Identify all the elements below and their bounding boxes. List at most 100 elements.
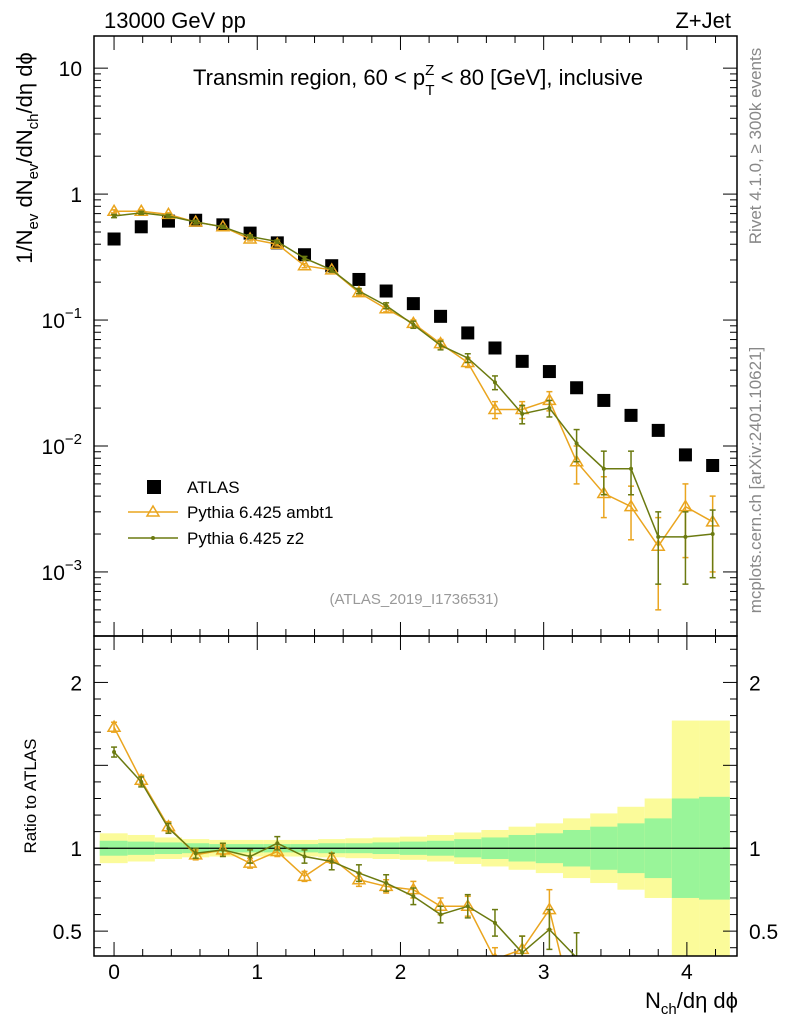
main-point-atlas (379, 284, 393, 298)
main-point-pythia-6-425-z2 (629, 466, 634, 471)
main-point-pythia-6-425-z2 (656, 534, 661, 539)
ratio-point-pythia-6-425-ambt1 (297, 868, 312, 882)
main-point-pythia-6-425-z2 (601, 466, 606, 471)
main-point-pythia-6-425-z2 (248, 234, 253, 239)
legend-ambt1-marker (145, 504, 161, 517)
ratio-point-pythia-6-425-z2 (547, 927, 552, 932)
main-point-atlas (542, 365, 556, 379)
ratio-y-tick-label-right: 1 (749, 838, 761, 861)
main-series-layer (106, 203, 720, 611)
main-point-atlas (134, 220, 148, 234)
main-point-pythia-6-425-ambt1 (487, 402, 503, 415)
ratio-x-tick-label: 0 (108, 961, 120, 984)
main-point-pythia-6-425-ambt1 (569, 454, 584, 467)
legend-z2-label: Pythia 6.425 z2 (187, 529, 304, 548)
ratio-point-pythia-6-425-z2 (193, 851, 198, 856)
ratio-uncertainty-bands (94, 720, 737, 956)
ratio-point-pythia-6-425-z2 (139, 779, 144, 784)
main-point-atlas (461, 326, 475, 340)
ratio-point-pythia-6-425-z2 (275, 841, 280, 846)
main-axis-ticks: 10 1 10−1 10−2 10−3 (42, 36, 737, 636)
main-point-atlas (570, 381, 584, 395)
main-point-pythia-6-425-z2 (139, 210, 144, 215)
ratio-point-pythia-6-425-z2 (411, 894, 416, 899)
main-point-pythia-6-425-z2 (492, 380, 497, 385)
main-point-atlas (706, 459, 720, 473)
mcplots-label: mcplots.cern.ch [arXiv:2401.10621] (746, 347, 765, 613)
ratio-point-pythia-6-425-ambt1 (242, 855, 258, 868)
main-point-pythia-6-425-z2 (438, 343, 443, 348)
main-point-pythia-6-425-z2 (329, 267, 334, 272)
main-point-pythia-6-425-ambt1 (623, 499, 639, 512)
main-y-tick-label: 1 (70, 184, 82, 207)
ratio-point-pythia-6-425-z2 (384, 881, 389, 886)
main-point-pythia-6-425-ambt1 (351, 285, 367, 298)
main-point-pythia-6-425-ambt1 (678, 499, 693, 512)
main-point-pythia-6-425-ambt1 (596, 485, 612, 499)
ratio-axis-ticks: 0 1 2 3 4 2 2 1 1 0.5 0.5 (53, 636, 778, 984)
ratio-point-pythia-6-425-z2 (329, 859, 334, 864)
main-point-pythia-6-425-z2 (193, 220, 198, 225)
ratio-point-pythia-6-425-z2 (520, 950, 525, 955)
legend-ambt1-label: Pythia 6.425 ambt1 (187, 503, 333, 522)
main-point-atlas (352, 272, 366, 286)
ratio-point-pythia-6-425-z2 (248, 854, 253, 859)
main-point-pythia-6-425-z2 (112, 214, 117, 219)
main-point-atlas (406, 297, 420, 311)
main-point-atlas (298, 248, 312, 262)
main-point-atlas (434, 309, 448, 323)
ratio-x-tick-label: 4 (681, 961, 693, 984)
ratio-y-axis-label: Ratio to ATLAS (21, 739, 40, 854)
ratio-series-layer (106, 719, 580, 956)
main-point-pythia-6-425-z2 (166, 214, 171, 219)
legend-z2-marker (151, 536, 155, 540)
header-energy-label: 13000 GeV pp (104, 8, 246, 33)
main-point-pythia-6-425-z2 (465, 355, 470, 360)
rivet-version-label: Rivet 4.1.0, ≥ 300k events (746, 48, 765, 244)
main-point-atlas (597, 393, 611, 407)
main-point-pythia-6-425-z2 (302, 256, 307, 261)
main-plot-title: Transmin region, 60 < pZ T < 80 [GeV], in… (193, 62, 643, 99)
header-process-label: Z+Jet (675, 8, 731, 33)
main-point-pythia-6-425-z2 (520, 411, 525, 416)
main-y-tick-label: 10−1 (42, 305, 82, 333)
main-point-pythia-6-425-z2 (411, 322, 416, 327)
main-point-pythia-6-425-z2 (574, 441, 579, 446)
ratio-point-pythia-6-425-z2 (166, 826, 171, 831)
ratio-point-pythia-6-425-ambt1 (351, 872, 367, 885)
ratio-point-pythia-6-425-z2 (492, 920, 497, 925)
main-point-atlas (107, 232, 121, 246)
ratio-point-pythia-6-425-z2 (302, 854, 307, 859)
main-point-pythia-6-425-z2 (683, 534, 688, 539)
main-point-atlas (515, 354, 529, 368)
legend-atlas-marker (147, 480, 161, 494)
ratio-point-pythia-6-425-ambt1 (106, 719, 122, 732)
ratio-y-tick-label: 1 (70, 838, 82, 861)
main-point-atlas (651, 423, 665, 437)
x-axis-label: Nch/dη dϕ (645, 988, 738, 1018)
ratio-y-tick-label-right: 0.5 (749, 921, 778, 944)
ratio-point-pythia-6-425-z2 (356, 871, 361, 876)
main-y-tick-label: 10−2 (42, 431, 82, 459)
ratio-y-tick-label: 0.5 (53, 921, 82, 944)
ratio-line-pythia-6-425-ambt1 (113, 726, 562, 956)
ratio-x-tick-label: 1 (251, 961, 263, 984)
legend: ATLAS Pythia 6.425 ambt1 Pythia 6.425 z2 (128, 478, 333, 548)
main-point-atlas (624, 408, 638, 422)
ratio-x-tick-label: 2 (395, 961, 407, 984)
main-point-pythia-6-425-z2 (384, 303, 389, 308)
analysis-watermark: (ATLAS_2019_I1736531) (329, 591, 498, 608)
main-y-axis-label: 1/Nev dNev/dNch/dη dϕ (12, 52, 42, 264)
ratio-y-tick-label-right: 2 (749, 672, 761, 695)
ratio-point-pythia-6-425-z2 (438, 912, 443, 917)
main-point-pythia-6-425-ambt1 (133, 203, 149, 217)
ratio-x-tick-label: 3 (538, 961, 550, 984)
ratio-line-pythia-6-425-z2 (113, 751, 577, 956)
ratio-y-tick-label: 2 (70, 672, 82, 695)
main-point-pythia-6-425-z2 (275, 239, 280, 244)
legend-atlas-label: ATLAS (187, 478, 240, 497)
main-point-atlas (678, 448, 692, 462)
main-y-tick-label: 10−3 (42, 557, 82, 585)
main-point-pythia-6-425-z2 (710, 532, 715, 537)
